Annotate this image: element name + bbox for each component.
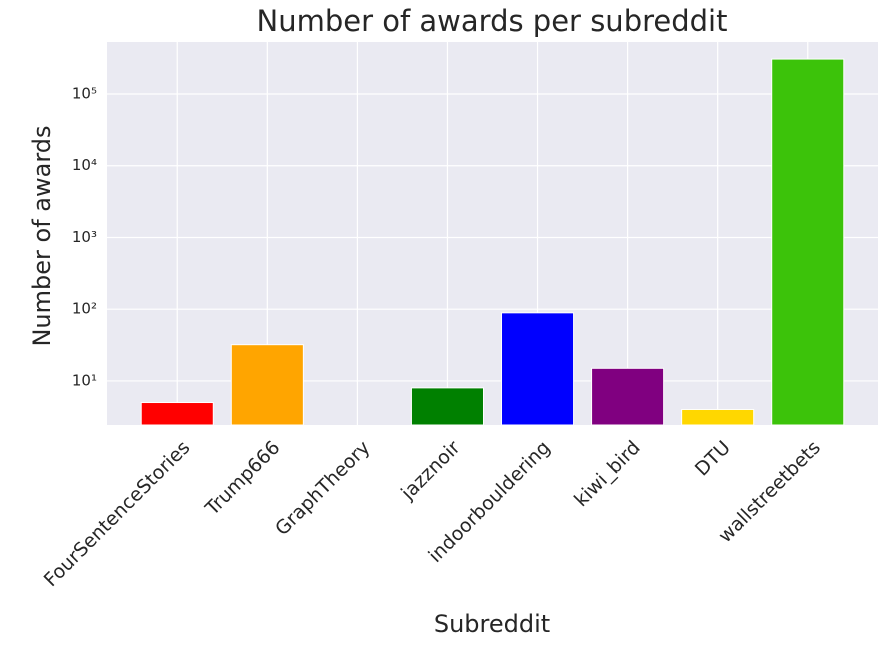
bar bbox=[230, 344, 304, 426]
x-tick-label: Trump666 bbox=[201, 437, 285, 521]
x-tick-label: FourSentenceStories bbox=[40, 437, 195, 592]
bar bbox=[771, 58, 845, 426]
bar bbox=[501, 312, 575, 426]
bar bbox=[410, 387, 484, 426]
bar bbox=[591, 367, 665, 426]
y-tick-label: 10⁴ bbox=[72, 156, 97, 174]
x-tick-label: DTU bbox=[691, 437, 735, 481]
y-tick-label: 10¹ bbox=[72, 371, 97, 389]
x-tick-label: GraphTheory bbox=[271, 437, 374, 540]
y-tick-label: 10² bbox=[72, 300, 97, 318]
x-axis-label: Subreddit bbox=[434, 610, 550, 638]
y-axis-label: Number of awards bbox=[28, 125, 56, 346]
bar bbox=[681, 408, 755, 426]
y-tick-label: 10³ bbox=[72, 228, 97, 246]
plot-area bbox=[107, 42, 878, 425]
y-tick-label: 10⁵ bbox=[72, 85, 97, 103]
bar bbox=[140, 402, 214, 426]
x-tick-label: kiwi_bird bbox=[570, 437, 645, 512]
x-tick-label: jazznoir bbox=[396, 436, 464, 504]
chart-title: Number of awards per subreddit bbox=[257, 4, 728, 38]
